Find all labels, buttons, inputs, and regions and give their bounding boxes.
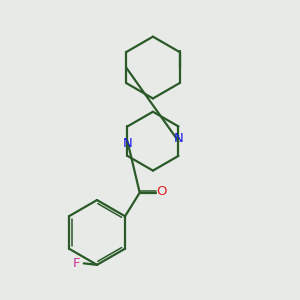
Text: N: N bbox=[123, 137, 132, 150]
Text: N: N bbox=[174, 132, 183, 145]
Text: O: O bbox=[156, 185, 166, 198]
Text: F: F bbox=[73, 257, 80, 270]
